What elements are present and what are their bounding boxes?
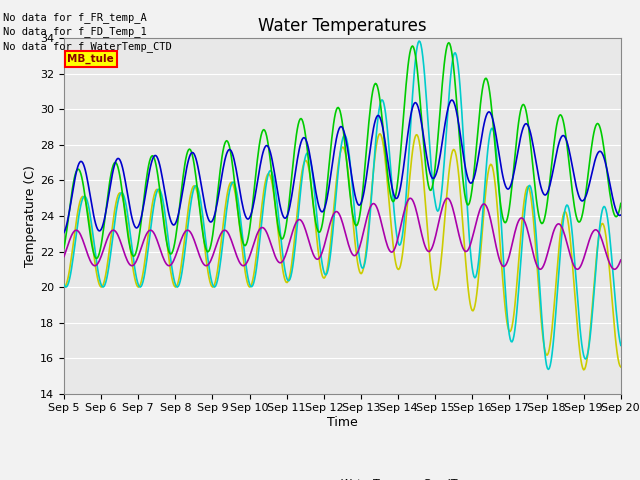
FR_temp_C [313,225,321,230]
FR_temp_B [388,185,396,191]
Text: No data for f_FR_temp_A: No data for f_FR_temp_A [3,12,147,23]
WaterT [312,227,320,233]
Line: WaterT: WaterT [64,134,621,370]
FR_temp_B [312,190,320,195]
CondTemp [204,263,211,268]
WaterT [159,206,166,212]
WaterT [617,364,625,370]
CondTemp [617,257,625,263]
WaterT [433,286,440,292]
CondTemp [159,253,166,259]
MDTemp_A [480,191,488,196]
FR_temp_C [481,76,489,82]
FR_temp_B [448,97,456,103]
MDTemp_A [388,185,396,191]
FR_temp_C [445,40,452,46]
MDTemp_A [617,343,625,348]
FR_temp_C [204,249,212,255]
WaterT [580,367,588,372]
FR_temp_C [389,199,397,204]
MDTemp_A [415,38,423,44]
Line: MDTemp_A: MDTemp_A [64,41,621,370]
Text: No data for f_FD_Temp_1: No data for f_FD_Temp_1 [3,26,147,37]
MDTemp_A [159,196,166,202]
CondTemp [433,228,440,234]
Line: CondTemp: CondTemp [64,198,621,269]
WaterT [60,284,68,290]
Legend: FR_temp_B, FR_temp_C, WaterT, CondTemp, MDTemp_A: FR_temp_B, FR_temp_C, WaterT, CondTemp, … [96,475,589,480]
X-axis label: Time: Time [327,416,358,429]
CondTemp [407,195,415,201]
FR_temp_C [93,255,100,261]
WaterT [389,241,397,247]
MDTemp_A [312,204,320,209]
FR_temp_B [432,172,440,178]
FR_temp_C [433,148,440,154]
MDTemp_A [433,207,440,213]
Line: FR_temp_C: FR_temp_C [64,43,621,258]
Title: Water Temperatures: Water Temperatures [258,17,427,36]
Y-axis label: Temperature (C): Temperature (C) [24,165,37,267]
WaterT [480,206,488,212]
FR_temp_B [204,213,211,218]
MDTemp_A [60,282,68,288]
CondTemp [480,201,488,207]
Text: MB_tule: MB_tule [67,54,114,64]
Line: FR_temp_B: FR_temp_B [64,100,621,232]
FR_temp_C [60,245,68,251]
MDTemp_A [545,367,552,372]
FR_temp_B [159,176,166,182]
MDTemp_A [204,250,211,256]
WaterT [376,131,384,137]
FR_temp_B [480,120,488,126]
WaterT [204,264,211,269]
FR_temp_B [60,229,68,235]
FR_temp_C [159,217,167,223]
FR_temp_C [617,201,625,206]
Text: No data for f_WaterTemp_CTD: No data for f_WaterTemp_CTD [3,41,172,52]
CondTemp [312,256,320,262]
CondTemp [611,266,618,272]
CondTemp [60,253,68,259]
CondTemp [388,249,396,255]
FR_temp_B [617,212,625,218]
